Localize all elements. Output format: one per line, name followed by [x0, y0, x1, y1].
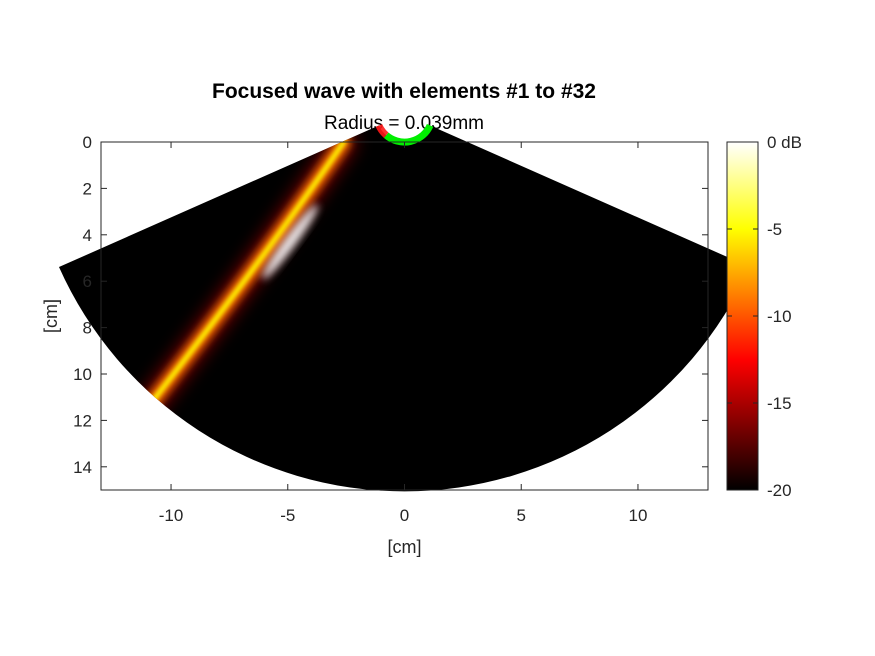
- axes: -10 -5 0 5 10 0 2 4 6 8 10 12 14 [cm] [cm]: [41, 133, 709, 557]
- plot-area: [58, 123, 751, 492]
- x-axis-ticks: -10 -5 0 5 10: [159, 142, 648, 525]
- x-tick-label: 10: [629, 506, 648, 525]
- beam-focal-spot: [262, 204, 318, 279]
- beam-core: [140, 139, 347, 416]
- y-tick-label: 12: [73, 411, 92, 430]
- array-inactive-elements: [383, 123, 434, 146]
- colorbar-gradient: [726, 141, 759, 491]
- y-tick-label: 0: [83, 133, 92, 152]
- y-tick-label: 8: [83, 319, 92, 338]
- colorbar-tick-label: -15: [767, 394, 792, 413]
- y-axis-label: [cm]: [41, 299, 61, 333]
- image-sector: [58, 125, 751, 492]
- x-tick-label: 0: [400, 506, 409, 525]
- x-tick-label: 5: [516, 506, 525, 525]
- y-tick-label: 4: [83, 226, 92, 245]
- colorbar-tick-label: -10: [767, 307, 792, 326]
- y-tick-label: 14: [73, 458, 92, 477]
- y-tick-label: 10: [73, 365, 92, 384]
- y-tick-label: 2: [83, 179, 92, 198]
- x-tick-label: -5: [280, 506, 295, 525]
- x-axis-label: [cm]: [388, 537, 422, 557]
- y-tick-label: 6: [83, 272, 92, 291]
- array-active-elements: [375, 123, 389, 138]
- x-tick-label: -10: [159, 506, 184, 525]
- chart-title: Focused wave with elements #1 to #32: [212, 80, 596, 103]
- y-axis-ticks: 0 2 4 6 8 10 12 14: [73, 133, 708, 477]
- chart-subtitle: Radius = 0.039mm: [324, 113, 484, 134]
- colorbar-tick-label: 0 dB: [767, 133, 802, 152]
- colorbar-tick-label: -5: [767, 220, 782, 239]
- colorbar: 0 dB -5 -10 -15 -20: [726, 133, 802, 500]
- colorbar-ticks: 0 dB -5 -10 -15 -20: [727, 133, 802, 500]
- colorbar-tick-label: -20: [767, 481, 792, 500]
